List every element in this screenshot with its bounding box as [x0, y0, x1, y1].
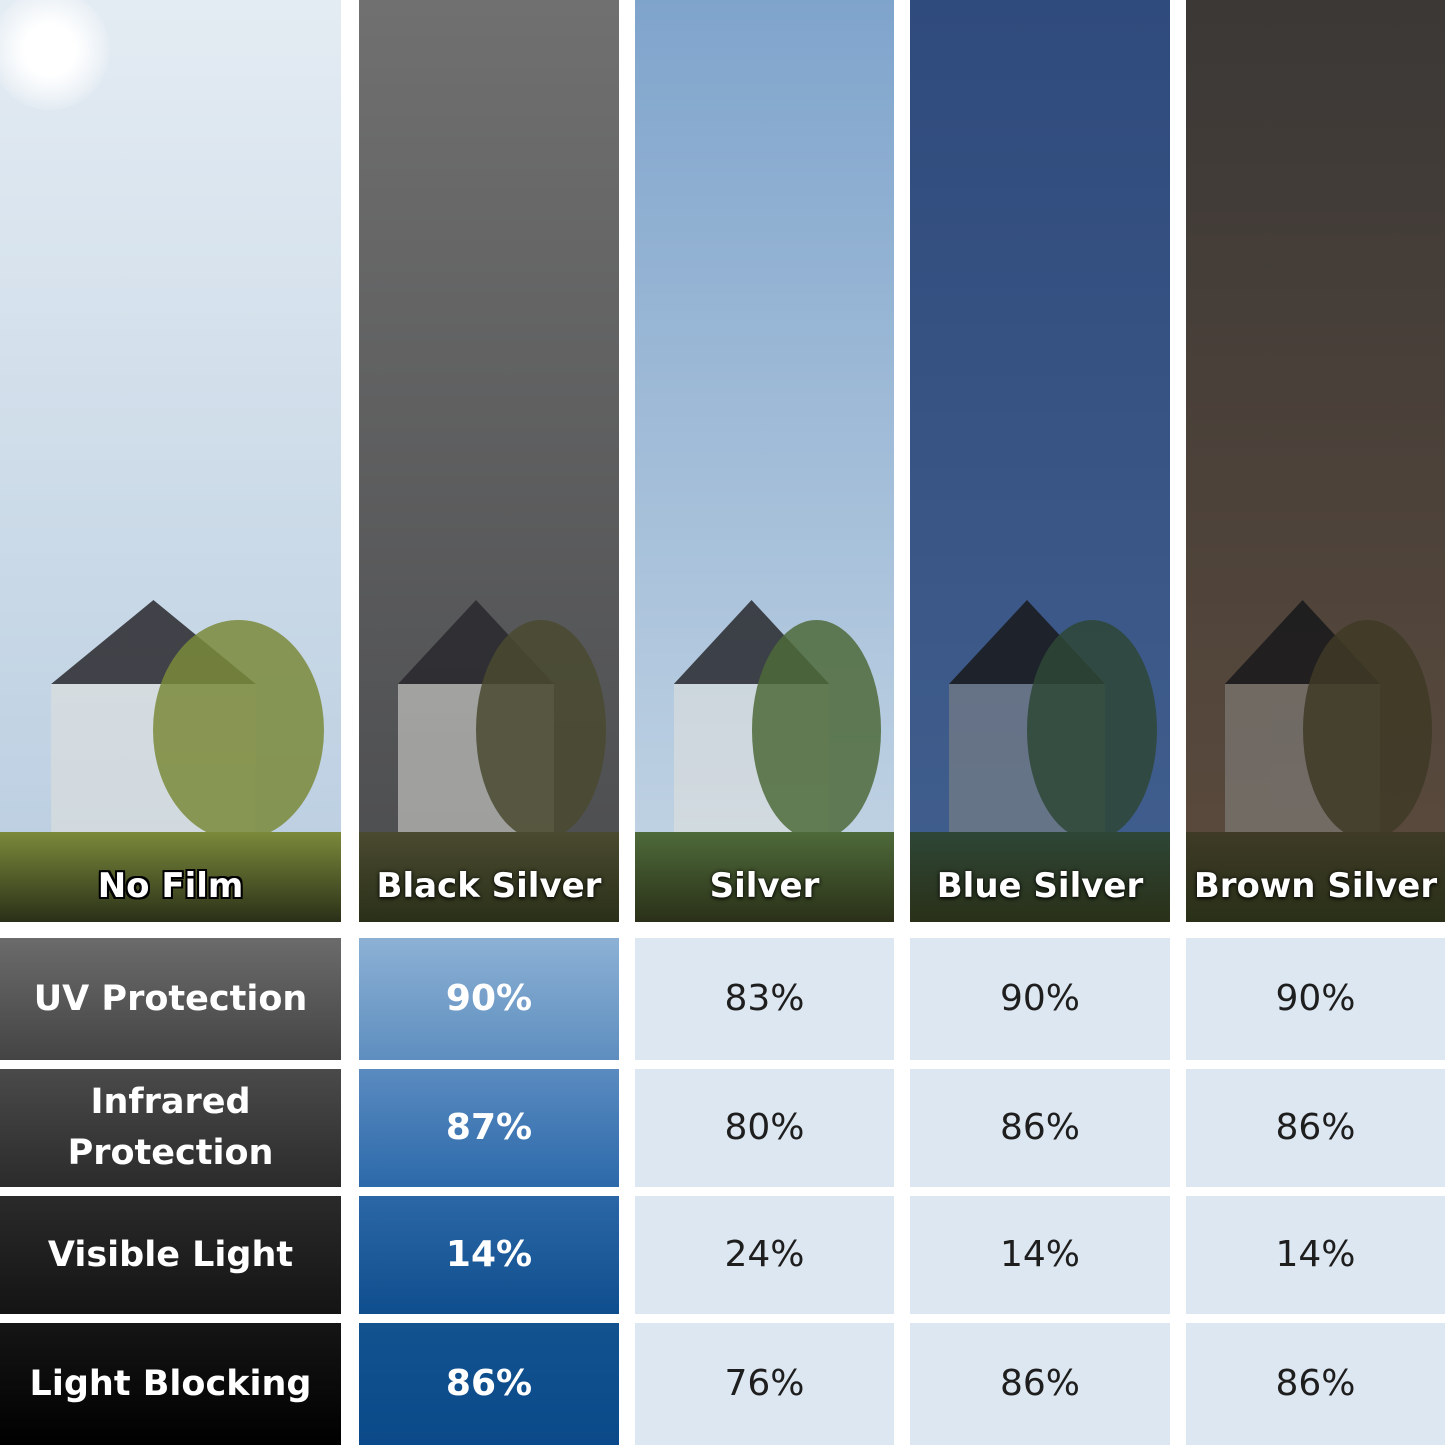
row-label-text: UV Protection — [33, 978, 308, 1019]
value-cell: 83% — [635, 938, 894, 1060]
ground — [635, 832, 894, 922]
row-label: Light Blocking — [0, 1323, 341, 1445]
column-header: No Film — [97, 866, 244, 906]
row-label-text: Visible Light — [47, 1234, 294, 1275]
row-label: Infrared Protection — [0, 1069, 341, 1187]
value-cell: 90% — [910, 938, 1170, 1060]
column-header: Silver — [709, 866, 820, 906]
value-cell: 86% — [1186, 1069, 1445, 1187]
column-header: Blue Silver — [936, 866, 1144, 906]
value-cell: 87% — [359, 1069, 619, 1187]
value-cell: 86% — [359, 1323, 619, 1445]
value-cell: 86% — [1186, 1323, 1445, 1445]
value-cell: 86% — [910, 1323, 1170, 1445]
photo-panel-black-silver: Black Silver — [359, 0, 619, 922]
tree-image — [1302, 620, 1433, 840]
value-cell: 24% — [635, 1196, 894, 1314]
value-cell: 14% — [910, 1196, 1170, 1314]
value-cell: 90% — [359, 938, 619, 1060]
row-label: UV Protection — [0, 938, 341, 1060]
ground — [910, 832, 1170, 922]
sun-icon — [0, 0, 110, 110]
tree-image — [153, 620, 324, 840]
row-label-text: Infrared Protection — [67, 1082, 274, 1173]
row-label: Visible Light — [0, 1196, 341, 1314]
ground — [0, 832, 341, 922]
column-header: Brown Silver — [1193, 866, 1438, 906]
ground — [1186, 832, 1445, 922]
value-cell: 76% — [635, 1323, 894, 1445]
column-header: Black Silver — [376, 866, 602, 906]
value-cell: 14% — [359, 1196, 619, 1314]
tree-image — [751, 620, 882, 840]
ground — [359, 832, 619, 922]
photo-panel-silver: Silver — [635, 0, 894, 922]
value-cell: 80% — [635, 1069, 894, 1187]
photo-panel-no-film: No Film — [0, 0, 341, 922]
photo-panel-brown-silver: Brown Silver — [1186, 0, 1445, 922]
photo-panel-blue-silver: Blue Silver — [910, 0, 1170, 922]
value-cell: 14% — [1186, 1196, 1445, 1314]
value-cell: 86% — [910, 1069, 1170, 1187]
tree-image — [476, 620, 606, 840]
value-cell: 90% — [1186, 938, 1445, 1060]
tree-image — [1027, 620, 1157, 840]
row-label-text: Light Blocking — [29, 1363, 312, 1404]
